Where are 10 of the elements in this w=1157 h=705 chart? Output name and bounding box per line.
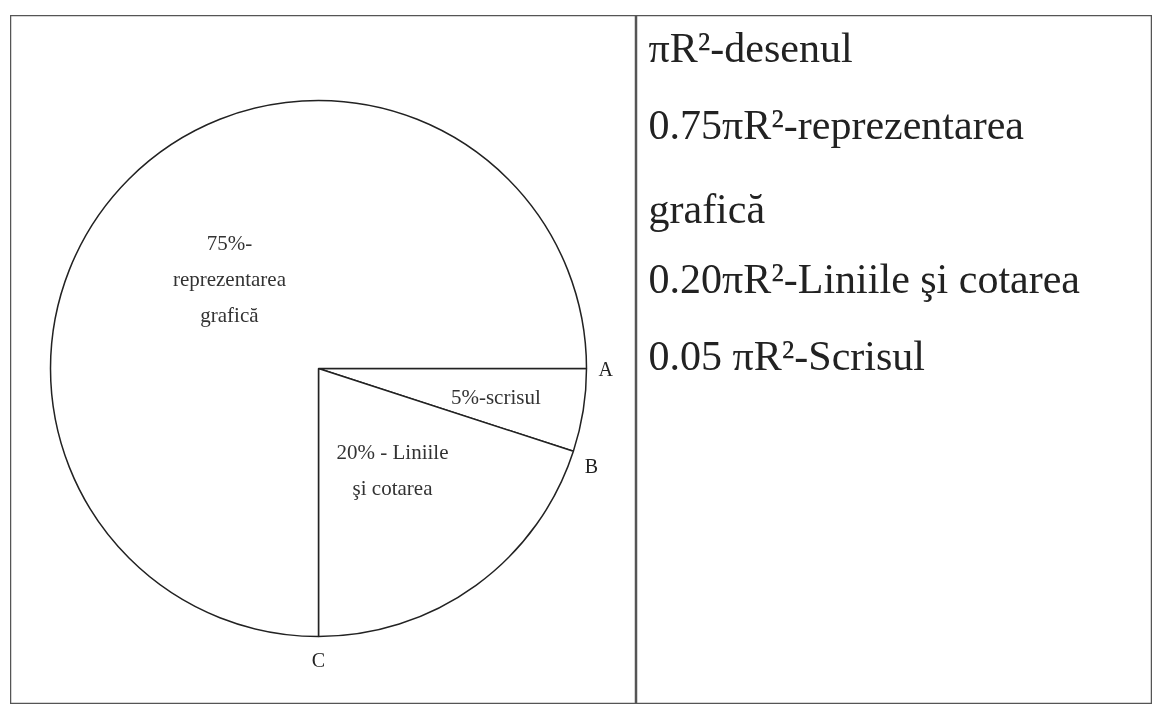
text: 0.75πR²-reprezentarea grafică (648, 101, 1025, 232)
text: 0.20πR²-Liniile şi cotarea (648, 255, 1081, 302)
text: 0.05 πR²-Scrisul (648, 332, 925, 379)
text: B (584, 455, 599, 478)
slice-label: 75%-reprezentarea grafică (172, 231, 287, 328)
slice-label: 5%-scrisul (450, 384, 541, 409)
text: πR²-desenul (648, 24, 853, 71)
slice-label: 20% - Liniile şi cotarea (336, 440, 449, 501)
text: C (311, 648, 326, 671)
text: A (598, 357, 614, 380)
